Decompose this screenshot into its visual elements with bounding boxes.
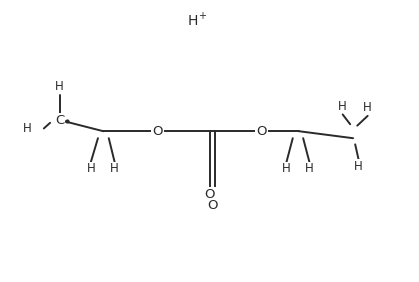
Text: O: O	[204, 188, 215, 201]
Text: H: H	[86, 162, 95, 175]
Text: H: H	[23, 122, 31, 135]
Text: C: C	[55, 114, 64, 127]
Text: H: H	[363, 101, 372, 114]
Text: O: O	[207, 199, 217, 212]
Text: O: O	[256, 125, 267, 138]
Text: H: H	[188, 14, 198, 28]
Text: +: +	[198, 11, 206, 21]
Text: H: H	[305, 162, 314, 175]
Text: H: H	[282, 162, 291, 175]
Text: H: H	[338, 100, 347, 113]
Text: C: C	[55, 114, 64, 127]
Text: O: O	[152, 125, 163, 138]
Text: H: H	[110, 162, 119, 175]
Text: H: H	[55, 80, 64, 93]
Text: H: H	[354, 160, 363, 173]
